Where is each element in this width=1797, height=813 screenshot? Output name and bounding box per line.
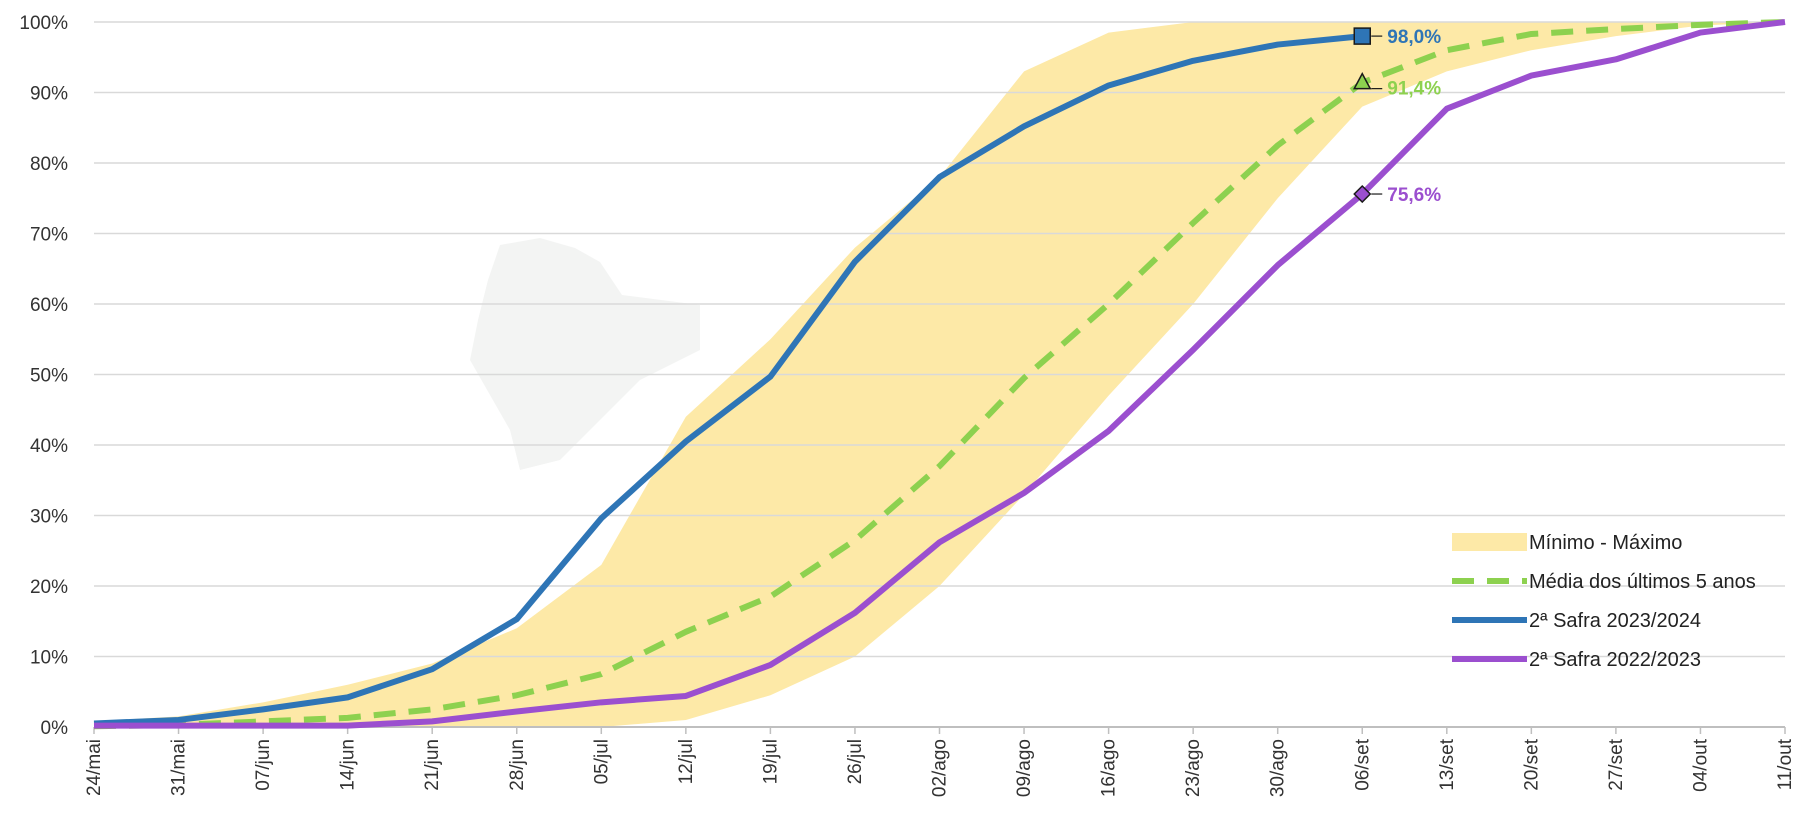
y-tick-label: 20% bbox=[30, 577, 68, 598]
series-markers: 91,4% 98,0% 75,6% bbox=[1353, 27, 1441, 206]
x-tick-label: 12/jul bbox=[676, 739, 697, 784]
series-line-0 bbox=[93, 19, 1786, 730]
legend-label: Mínimo - Máximo bbox=[1529, 532, 1682, 554]
watermark-logo bbox=[470, 238, 700, 470]
y-tick-label: 50% bbox=[30, 366, 68, 387]
x-tick-label: 26/jul bbox=[845, 739, 866, 784]
legend-label: 2ª Safra 2023/2024 bbox=[1529, 610, 1701, 632]
y-tick-label: 80% bbox=[30, 154, 68, 175]
y-tick-label: 90% bbox=[30, 84, 68, 105]
y-tick-label: 40% bbox=[30, 436, 68, 457]
series-line-1 bbox=[93, 33, 1363, 727]
y-tick-label: 70% bbox=[30, 225, 68, 246]
legend-label: 2ª Safra 2022/2023 bbox=[1529, 649, 1701, 671]
x-tick-label: 05/jul bbox=[591, 739, 612, 784]
y-axis-ticks: 0% 10% 20% 30% 40% 50% 60% 70% 80% 90% 100% bbox=[19, 13, 68, 739]
x-tick-label: 23/ago bbox=[1183, 739, 1204, 797]
y-tick-label: 60% bbox=[30, 295, 68, 316]
x-tick-label: 09/ago bbox=[1014, 739, 1035, 797]
x-tick-label: 27/set bbox=[1606, 738, 1627, 790]
x-tick-label: 13/set bbox=[1437, 738, 1458, 790]
marker-diamond bbox=[1353, 184, 1372, 204]
legend: Mínimo - Máximo Média dos últimos 5 anos 2… bbox=[1452, 532, 1756, 671]
x-tick-label: 07/jun bbox=[253, 739, 274, 791]
x-tick-label: 20/set bbox=[1521, 738, 1542, 790]
x-axis-ticks: 24/mai 31/mai 07/jun 14/jun 21/jun 28/jun 05/j… bbox=[84, 738, 1796, 797]
y-tick-label: 30% bbox=[30, 507, 68, 528]
legend-label: Média dos últimos 5 anos bbox=[1529, 571, 1756, 593]
marker-square bbox=[1353, 27, 1371, 45]
x-tick-label: 14/jun bbox=[338, 739, 359, 791]
data-label: 75,6% bbox=[1387, 185, 1441, 206]
x-tick-label: 31/mai bbox=[169, 739, 190, 796]
x-tick-label: 30/ago bbox=[1268, 739, 1289, 797]
x-tick-label: 21/jun bbox=[422, 739, 443, 791]
data-label: 98,0% bbox=[1387, 27, 1441, 48]
x-tick-label: 04/out bbox=[1690, 738, 1711, 792]
marker-triangle bbox=[1353, 72, 1372, 90]
series-lines bbox=[93, 19, 1786, 730]
x-tick-label: 24/mai bbox=[84, 739, 105, 796]
x-tick-label: 28/jun bbox=[507, 739, 528, 791]
x-tick-label: 16/ago bbox=[1099, 739, 1120, 797]
data-label: 91,4% bbox=[1387, 79, 1441, 100]
series-line-2 bbox=[94, 19, 1786, 729]
x-tick-label: 06/set bbox=[1352, 738, 1373, 790]
legend-swatch-band bbox=[1452, 533, 1527, 551]
y-tick-label: 100% bbox=[19, 13, 68, 34]
x-tick-label: 19/jul bbox=[760, 739, 781, 784]
x-tick-label: 11/out bbox=[1775, 738, 1796, 790]
x-tick-label: 02/ago bbox=[930, 739, 951, 797]
y-tick-label: 10% bbox=[30, 648, 68, 669]
y-tick-label: 0% bbox=[41, 718, 69, 739]
